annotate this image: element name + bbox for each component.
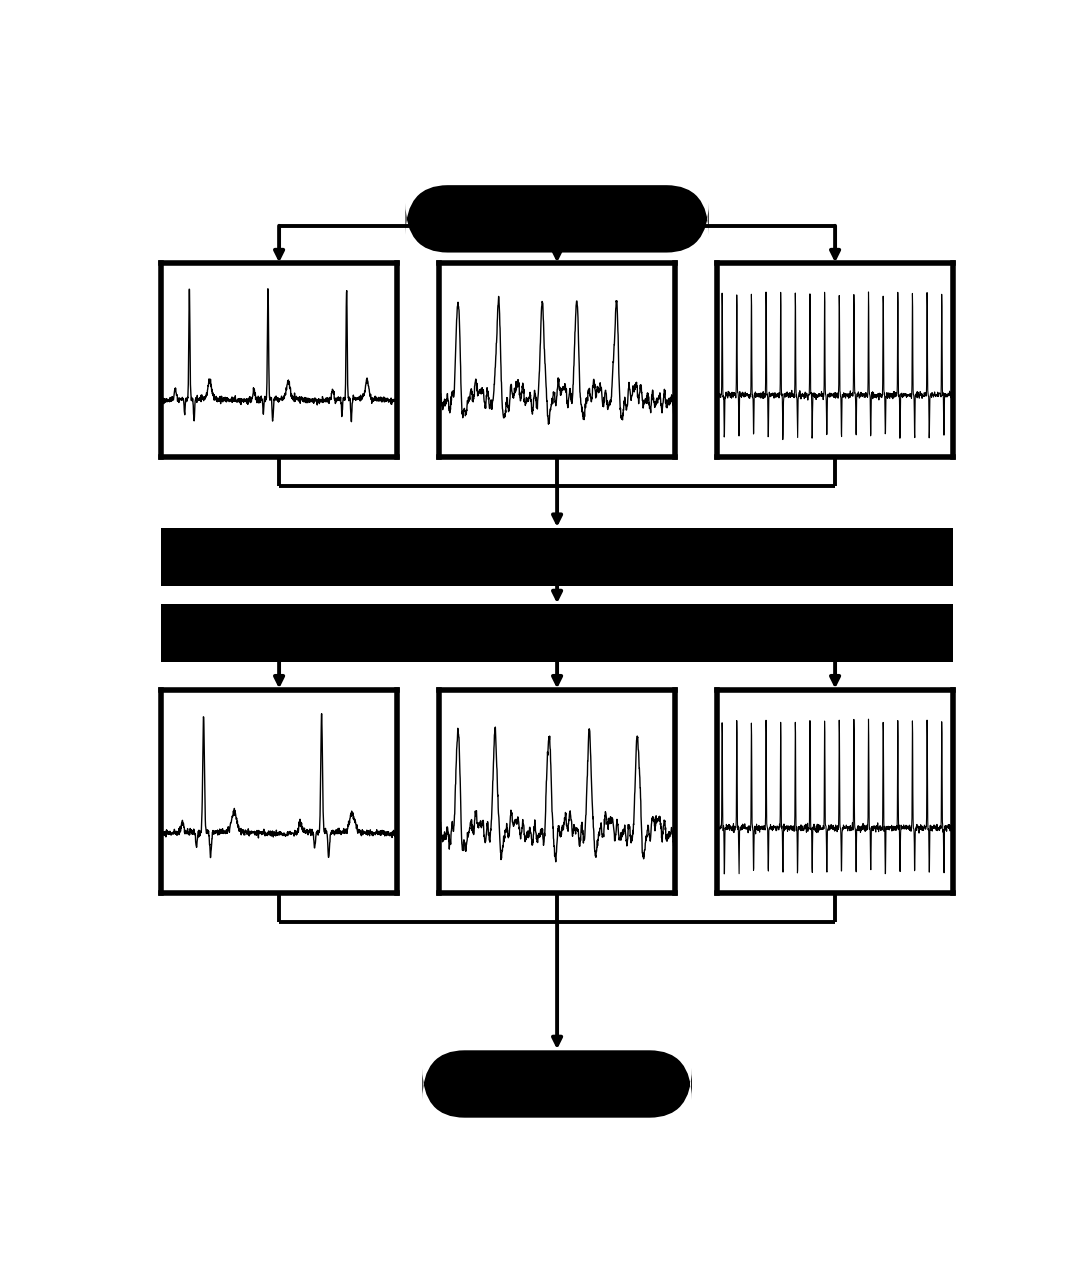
FancyBboxPatch shape <box>405 185 709 252</box>
Bar <box>161 605 953 662</box>
FancyBboxPatch shape <box>422 1050 691 1117</box>
Bar <box>161 528 953 586</box>
